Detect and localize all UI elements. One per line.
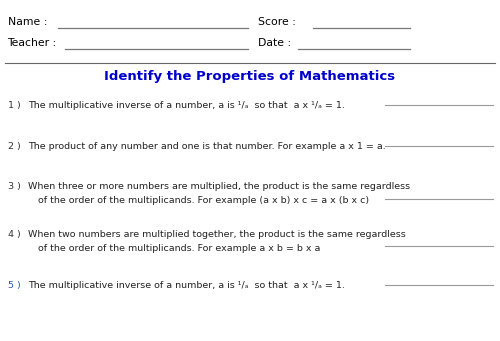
Text: The multiplicative inverse of a number, a is ¹/ₐ  so that  a x ¹/ₐ = 1.: The multiplicative inverse of a number, … <box>28 281 345 290</box>
Text: 5 ): 5 ) <box>8 281 20 290</box>
Text: 2 ): 2 ) <box>8 142 20 150</box>
Text: The multiplicative inverse of a number, a is ¹/ₐ  so that  a x ¹/ₐ = 1.: The multiplicative inverse of a number, … <box>28 101 345 109</box>
Text: of the order of the multiplicands. For example a x b = b x a: of the order of the multiplicands. For e… <box>38 244 320 253</box>
Text: Date :: Date : <box>258 38 290 48</box>
Text: The product of any number and one is that number. For example a x 1 = a.: The product of any number and one is tha… <box>28 142 386 150</box>
Text: When three or more numbers are multiplied, the product is the same regardless: When three or more numbers are multiplie… <box>28 182 410 191</box>
Text: 4 ): 4 ) <box>8 230 20 239</box>
Text: 3 ): 3 ) <box>8 182 20 191</box>
Text: Identify the Properties of Mathematics: Identify the Properties of Mathematics <box>104 70 396 83</box>
Text: of the order of the multiplicands. For example (a x b) x c = a x (b x c): of the order of the multiplicands. For e… <box>38 196 368 205</box>
Text: Teacher :: Teacher : <box>8 38 57 48</box>
Text: When two numbers are multiplied together, the product is the same regardless: When two numbers are multiplied together… <box>28 230 406 239</box>
Text: Name :: Name : <box>8 17 47 27</box>
Text: Score :: Score : <box>258 17 296 27</box>
Text: 1 ): 1 ) <box>8 101 20 109</box>
